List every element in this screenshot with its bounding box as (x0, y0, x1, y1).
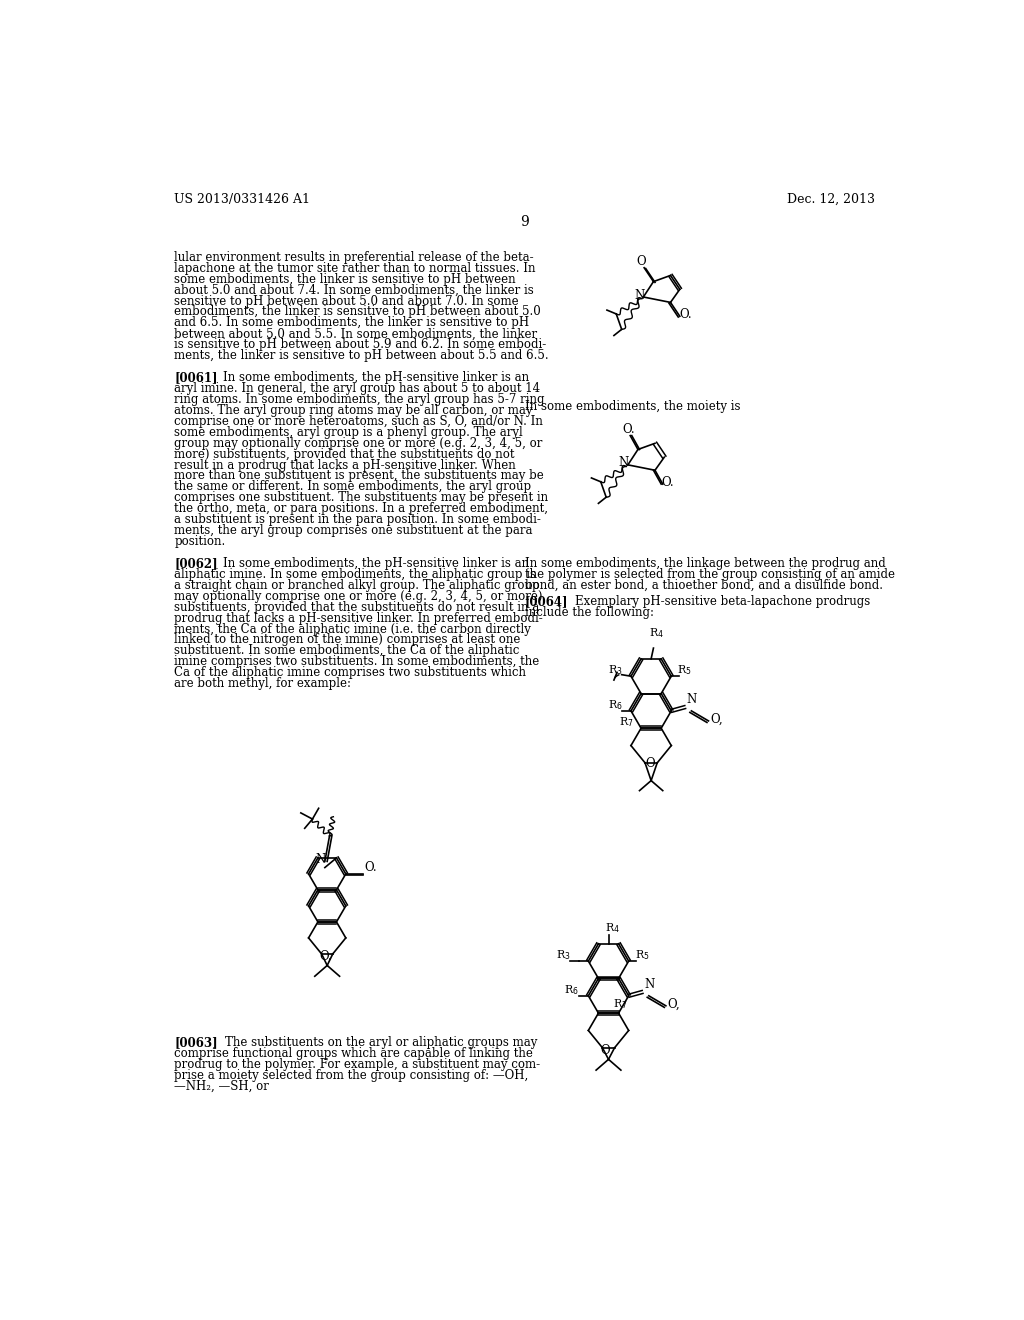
Text: N: N (315, 853, 326, 866)
Text: R$_6$: R$_6$ (607, 698, 623, 711)
Text: more) substituents, provided that the substituents do not: more) substituents, provided that the su… (174, 447, 515, 461)
Text: some embodiments, the linker is sensitive to pH between: some embodiments, the linker is sensitiv… (174, 273, 516, 285)
Text: Exemplary pH-sensitive beta-lapachone prodrugs: Exemplary pH-sensitive beta-lapachone pr… (560, 595, 870, 609)
Text: include the following:: include the following: (524, 606, 653, 619)
Text: is sensitive to pH between about 5.9 and 6.2. In some embodi-: is sensitive to pH between about 5.9 and… (174, 338, 547, 351)
Text: O: O (601, 1044, 610, 1057)
Text: aryl imine. In general, the aryl group has about 5 to about 14: aryl imine. In general, the aryl group h… (174, 381, 541, 395)
Text: embodiments, the linker is sensitive to pH between about 5.0: embodiments, the linker is sensitive to … (174, 305, 542, 318)
Text: R$_3$: R$_3$ (607, 663, 623, 677)
Text: O: O (636, 255, 646, 268)
Text: lular environment results in preferential release of the beta-: lular environment results in preferentia… (174, 251, 535, 264)
Text: O,: O, (710, 713, 723, 726)
Text: the polymer is selected from the group consisting of an amide: the polymer is selected from the group c… (524, 568, 895, 581)
Text: N: N (618, 457, 629, 470)
Text: imine comprises two substituents. In some embodiments, the: imine comprises two substituents. In som… (174, 655, 540, 668)
Text: a straight chain or branched alkyl group. The aliphatic group: a straight chain or branched alkyl group… (174, 579, 540, 591)
Text: O.: O. (365, 861, 377, 874)
Text: bond, an ester bond, a thioether bond, and a disulfide bond.: bond, an ester bond, a thioether bond, a… (524, 579, 883, 591)
Text: R$_4$: R$_4$ (649, 626, 664, 640)
Text: are both methyl, for example:: are both methyl, for example: (174, 677, 351, 690)
Text: ring atoms. In some embodiments, the aryl group has 5-7 ring: ring atoms. In some embodiments, the ary… (174, 393, 545, 407)
Text: [0063]: [0063] (174, 1036, 218, 1049)
Text: R$_7$: R$_7$ (613, 998, 628, 1011)
Text: prodrug that lacks a pH-sensitive linker. In preferred embodi-: prodrug that lacks a pH-sensitive linker… (174, 611, 544, 624)
Text: a substituent is present in the para position. In some embodi-: a substituent is present in the para pos… (174, 513, 542, 527)
Text: between about 5.0 and 5.5. In some embodiments, the linker: between about 5.0 and 5.5. In some embod… (174, 327, 538, 341)
Text: In some embodiments, the pH-sensitive linker is an: In some embodiments, the pH-sensitive li… (208, 557, 529, 570)
Text: O.: O. (623, 422, 635, 436)
Text: R$_7$: R$_7$ (620, 714, 634, 729)
Text: Dec. 12, 2013: Dec. 12, 2013 (787, 193, 876, 206)
Text: —NH₂, —SH, or: —NH₂, —SH, or (174, 1080, 269, 1093)
Text: R$_5$: R$_5$ (635, 948, 649, 962)
Text: In some embodiments, the linkage between the prodrug and: In some embodiments, the linkage between… (524, 557, 886, 570)
Text: lapachone at the tumor site rather than to normal tissues. In: lapachone at the tumor site rather than … (174, 261, 536, 275)
Text: more than one substituent is present, the substituents may be: more than one substituent is present, th… (174, 470, 544, 483)
Text: N: N (687, 693, 697, 706)
Text: ments, the linker is sensitive to pH between about 5.5 and 6.5.: ments, the linker is sensitive to pH bet… (174, 350, 549, 362)
Text: N: N (634, 289, 644, 301)
Text: R$_4$: R$_4$ (604, 921, 620, 936)
Text: O: O (645, 756, 654, 770)
Text: prise a moiety selected from the group consisting of: —OH,: prise a moiety selected from the group c… (174, 1069, 528, 1082)
Text: the ortho, meta, or para positions. In a preferred embodiment,: the ortho, meta, or para positions. In a… (174, 503, 549, 515)
Text: and 6.5. In some embodiments, the linker is sensitive to pH: and 6.5. In some embodiments, the linker… (174, 317, 529, 330)
Text: O.: O. (319, 950, 332, 964)
Text: atoms. The aryl group ring atoms may be all carbon, or may: atoms. The aryl group ring atoms may be … (174, 404, 534, 417)
Text: [0061]: [0061] (174, 371, 218, 384)
Text: result in a prodrug that lacks a pH-sensitive linker. When: result in a prodrug that lacks a pH-sens… (174, 458, 516, 471)
Text: O.: O. (662, 475, 674, 488)
Text: R$_3$: R$_3$ (556, 948, 570, 962)
Text: sensitive to pH between about 5.0 and about 7.0. In some: sensitive to pH between about 5.0 and ab… (174, 294, 519, 308)
Text: N: N (644, 978, 654, 991)
Text: about 5.0 and about 7.4. In some embodiments, the linker is: about 5.0 and about 7.4. In some embodim… (174, 284, 535, 297)
Text: position.: position. (174, 535, 225, 548)
Text: the same or different. In some embodiments, the aryl group: the same or different. In some embodimen… (174, 480, 531, 494)
Text: comprise one or more heteroatoms, such as S, O, and/or N. In: comprise one or more heteroatoms, such a… (174, 414, 544, 428)
Text: some embodiments, aryl group is a phenyl group. The aryl: some embodiments, aryl group is a phenyl… (174, 426, 523, 438)
Text: comprises one substituent. The substituents may be present in: comprises one substituent. The substitue… (174, 491, 549, 504)
Text: O,: O, (668, 998, 680, 1010)
Text: In some embodiments, the moiety is: In some embodiments, the moiety is (524, 400, 740, 413)
Text: R$_6$: R$_6$ (563, 982, 579, 997)
Text: US 2013/0331426 A1: US 2013/0331426 A1 (174, 193, 310, 206)
Text: substituent. In some embodiments, the Ca of the aliphatic: substituent. In some embodiments, the Ca… (174, 644, 520, 657)
Text: ments, the aryl group comprises one substituent at the para: ments, the aryl group comprises one subs… (174, 524, 534, 537)
Text: [0062]: [0062] (174, 557, 218, 570)
Text: Ca of the aliphatic imine comprises two substituents which: Ca of the aliphatic imine comprises two … (174, 667, 526, 680)
Text: ments, the Ca of the aliphatic imine (i.e. the carbon directly: ments, the Ca of the aliphatic imine (i.… (174, 623, 531, 635)
Text: R$_5$: R$_5$ (678, 663, 692, 677)
Text: prodrug to the polymer. For example, a substituent may com-: prodrug to the polymer. For example, a s… (174, 1059, 541, 1071)
Text: comprise functional groups which are capable of linking the: comprise functional groups which are cap… (174, 1047, 534, 1060)
Text: group may optionally comprise one or more (e.g. 2, 3, 4, 5, or: group may optionally comprise one or mor… (174, 437, 543, 450)
Text: linked to the nitrogen of the imine) comprises at least one: linked to the nitrogen of the imine) com… (174, 634, 521, 647)
Text: 9: 9 (520, 215, 529, 230)
Text: may optionally comprise one or more (e.g. 2, 3, 4, 5, or more): may optionally comprise one or more (e.g… (174, 590, 543, 603)
Text: In some embodiments, the pH-sensitive linker is an: In some embodiments, the pH-sensitive li… (208, 371, 529, 384)
Text: The substituents on the aryl or aliphatic groups may: The substituents on the aryl or aliphati… (210, 1036, 538, 1049)
Text: [0064]: [0064] (524, 595, 568, 609)
Text: substituents, provided that the substituents do not result in a: substituents, provided that the substitu… (174, 601, 540, 614)
Text: O.: O. (680, 308, 692, 321)
Text: aliphatic imine. In some embodiments, the aliphatic group is: aliphatic imine. In some embodiments, th… (174, 568, 537, 581)
